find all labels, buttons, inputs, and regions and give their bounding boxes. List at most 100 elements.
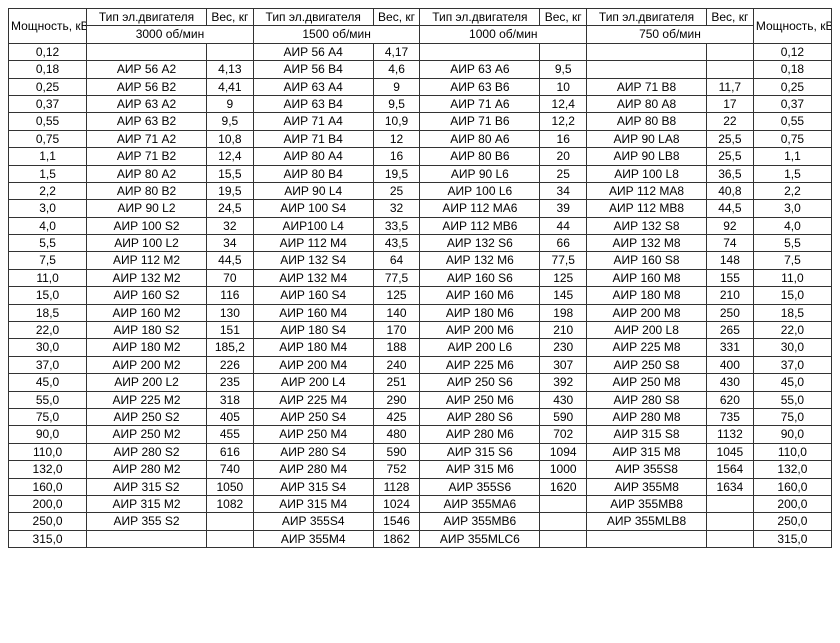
weight-cell: 735 — [706, 408, 753, 425]
power-cell: 55,0 — [753, 391, 831, 408]
weight-cell: 12 — [373, 130, 420, 147]
motor-cell: АИР 80 А6 — [420, 130, 540, 147]
weight-cell — [706, 513, 753, 530]
power-cell: 315,0 — [753, 530, 831, 547]
power-cell: 22,0 — [753, 322, 831, 339]
power-cell: 0,18 — [753, 61, 831, 78]
power-cell: 1,5 — [9, 165, 87, 182]
power-cell: 0,37 — [753, 95, 831, 112]
power-cell: 11,0 — [9, 269, 87, 286]
table-row: 5,5АИР 100 L234АИР 112 М443,5АИР 132 S66… — [9, 235, 832, 252]
motor-cell: АИР 80 В4 — [253, 165, 373, 182]
table-row: 75,0АИР 250 S2405АИР 250 S4425АИР 280 S6… — [9, 408, 832, 425]
power-cell: 1,1 — [9, 148, 87, 165]
table-row: 7,5АИР 112 М244,5АИР 132 S464АИР 132 М67… — [9, 252, 832, 269]
motor-cell: АИР 280 М4 — [253, 461, 373, 478]
motor-cell: АИР 250 М2 — [87, 426, 207, 443]
weight-cell: 290 — [373, 391, 420, 408]
table-row: 18,5АИР 160 М2130АИР 160 М4140АИР 180 М6… — [9, 304, 832, 321]
weight-cell: 43,5 — [373, 235, 420, 252]
weight-cell: 20 — [540, 148, 587, 165]
weight-cell: 1082 — [206, 495, 253, 512]
motor-cell: АИР 132 М6 — [420, 252, 540, 269]
motor-cell: АИР 160 S4 — [253, 287, 373, 304]
power-cell: 37,0 — [9, 356, 87, 373]
power-cell: 15,0 — [753, 287, 831, 304]
power-cell: 0,55 — [753, 113, 831, 130]
weight-cell: 125 — [540, 269, 587, 286]
weight-cell: 185,2 — [206, 339, 253, 356]
table-row: 15,0АИР 160 S2116АИР 160 S4125АИР 160 М6… — [9, 287, 832, 304]
motor-cell: АИР 280 S2 — [87, 443, 207, 460]
power-cell: 250,0 — [753, 513, 831, 530]
header-motor-3: Тип эл.двигателя — [420, 9, 540, 26]
motor-cell: АИР 100 L8 — [587, 165, 707, 182]
weight-cell: 44,5 — [706, 200, 753, 217]
weight-cell: 1634 — [706, 478, 753, 495]
weight-cell: 10,9 — [373, 113, 420, 130]
motor-cell: АИР 280 М6 — [420, 426, 540, 443]
power-cell: 2,2 — [9, 182, 87, 199]
motor-cell: АИР 315 S6 — [420, 443, 540, 460]
weight-cell: 590 — [373, 443, 420, 460]
motor-cell: АИР 80 В6 — [420, 148, 540, 165]
motor-cell — [587, 530, 707, 547]
power-cell: 7,5 — [9, 252, 87, 269]
motor-cell: АИР 355МLB8 — [587, 513, 707, 530]
motor-cell: АИР 112 М4 — [253, 235, 373, 252]
power-cell: 1,5 — [753, 165, 831, 182]
power-cell: 4,0 — [753, 217, 831, 234]
motor-cell: АИР 315 М6 — [420, 461, 540, 478]
motor-cell: АИР 80 А2 — [87, 165, 207, 182]
motor-cell: АИР 56 А4 — [253, 43, 373, 60]
weight-cell — [206, 43, 253, 60]
motor-cell: АИР 280 S4 — [253, 443, 373, 460]
power-cell: 4,0 — [9, 217, 87, 234]
weight-cell: 1862 — [373, 530, 420, 547]
motor-cell: АИР 315 М2 — [87, 495, 207, 512]
motor-cell: АИР 200 М4 — [253, 356, 373, 373]
weight-cell: 210 — [706, 287, 753, 304]
weight-cell: 11,7 — [706, 78, 753, 95]
weight-cell: 752 — [373, 461, 420, 478]
table-row: 1,1АИР 71 В212,4АИР 80 А416АИР 80 В620АИ… — [9, 148, 832, 165]
motor-cell: АИР 160 М4 — [253, 304, 373, 321]
motor-cell: АИР 90 LB8 — [587, 148, 707, 165]
weight-cell: 620 — [706, 391, 753, 408]
weight-cell: 34 — [206, 235, 253, 252]
weight-cell — [706, 61, 753, 78]
weight-cell: 405 — [206, 408, 253, 425]
motor-cell: АИР 250 М8 — [587, 374, 707, 391]
weight-cell: 740 — [206, 461, 253, 478]
motor-cell: АИР 355S6 — [420, 478, 540, 495]
weight-cell: 40,8 — [706, 182, 753, 199]
weight-cell — [540, 43, 587, 60]
power-cell: 45,0 — [753, 374, 831, 391]
power-cell: 7,5 — [753, 252, 831, 269]
weight-cell — [540, 513, 587, 530]
motor-cell — [420, 43, 540, 60]
motor-cell: АИР 355МВ8 — [587, 495, 707, 512]
weight-cell: 77,5 — [373, 269, 420, 286]
weight-cell: 22 — [706, 113, 753, 130]
weight-cell: 9 — [373, 78, 420, 95]
power-cell: 3,0 — [753, 200, 831, 217]
motor-cell: АИР 63 В4 — [253, 95, 373, 112]
table-row: 4,0АИР 100 S232АИР100 L433,5АИР 112 МВ64… — [9, 217, 832, 234]
motor-cell: АИР 250 S8 — [587, 356, 707, 373]
motor-cell: АИР 355МА6 — [420, 495, 540, 512]
power-cell: 160,0 — [9, 478, 87, 495]
table-row: 0,37АИР 63 А29АИР 63 В49,5АИР 71 А612,4А… — [9, 95, 832, 112]
motor-cell: АИР 355S8 — [587, 461, 707, 478]
table-row: 110,0АИР 280 S2616АИР 280 S4590АИР 315 S… — [9, 443, 832, 460]
power-cell: 110,0 — [753, 443, 831, 460]
table-row: 2,2АИР 80 В219,5АИР 90 L425АИР 100 L634А… — [9, 182, 832, 199]
weight-cell: 39 — [540, 200, 587, 217]
table-row: 0,12АИР 56 А44,170,12 — [9, 43, 832, 60]
weight-cell: 36,5 — [706, 165, 753, 182]
power-cell: 0,75 — [9, 130, 87, 147]
motor-cell: АИР 180 S2 — [87, 322, 207, 339]
weight-cell: 16 — [540, 130, 587, 147]
weight-cell: 12,2 — [540, 113, 587, 130]
weight-cell: 34 — [540, 182, 587, 199]
